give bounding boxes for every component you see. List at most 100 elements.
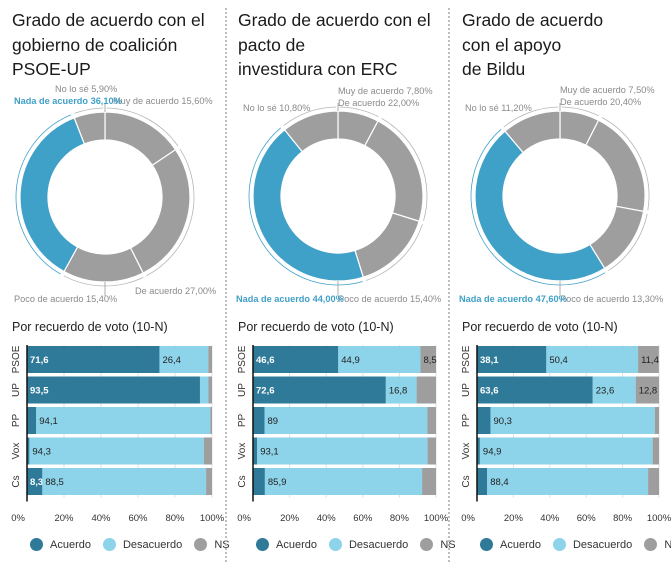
slice-label: Nada de acuerdo 47,60% [459,294,567,304]
legend-swatch [256,538,269,551]
bar-value-label: 8,3 [30,477,43,488]
category-label: UP [237,383,248,397]
bar-chart-subtitle: Por recuerdo de voto (10-N) [462,320,618,334]
legend-item-ns[interactable]: NS [420,538,456,551]
bar-segment-ns[interactable] [208,376,212,404]
bar-segment-acuerdo[interactable] [477,376,593,404]
bar-segment-acuerdo[interactable] [27,346,160,373]
slice-label: De acuerdo 27,00% [135,286,216,296]
bar-segment-desacuerdo[interactable] [159,346,209,373]
chart-title: Grado de acuerdo con el gobierno de coal… [12,10,205,79]
legend-label: NS [440,538,456,551]
legend-item-acuerdo[interactable]: Acuerdo [256,538,317,551]
category-label: Cs [461,475,472,487]
bar-segment-acuerdo[interactable] [253,346,339,373]
bar-segment-ns[interactable] [422,468,436,495]
x-tick-label: 20% [504,513,524,524]
donut-slice-nada-de-acuerdo[interactable] [474,130,606,282]
donut-chart: Muy de acuerdo 7,80% De acuerdo 22,00% Poc… [236,86,441,304]
bar-segment-ns[interactable] [638,346,659,373]
stacked-bar-chart: 0% 20% 40% 60% 80% 100% 71,6 26,4 PSOE 93,5 UP 94,1… [11,345,224,524]
bar-segment-desacuerdo[interactable] [42,468,207,495]
category-label: UP [11,383,22,397]
legend-item-desacuerdo[interactable]: Desacuerdo [552,538,632,551]
bar-value-label: 50,4 [549,355,568,366]
bar-segment-ns[interactable] [420,346,436,373]
bar-segment-desacuerdo[interactable] [264,407,428,434]
donut-slice-de-acuerdo[interactable] [364,120,424,223]
legend-item-acuerdo[interactable]: Acuerdo [480,538,541,551]
bar-segment-acuerdo[interactable] [27,468,43,495]
bar-segment-desacuerdo[interactable] [592,376,636,404]
slice-label: Muy de acuerdo 7,50% [560,85,655,95]
bar-segment-desacuerdo[interactable] [36,407,211,434]
bar-segment-acuerdo[interactable] [253,437,258,465]
bar-segment-desacuerdo[interactable] [338,346,421,373]
bar-segment-ns[interactable] [203,437,212,465]
bar-segment-ns[interactable] [427,407,436,434]
bar-segment-acuerdo[interactable] [27,437,30,465]
bar-segment-acuerdo[interactable] [477,468,488,495]
x-tick-label: 80% [613,513,633,524]
slice-bracket [283,106,337,126]
bar-segment-ns[interactable] [416,376,436,404]
slice-bracket [601,117,650,211]
bar-segment-desacuerdo[interactable] [479,437,653,465]
bar-segment-ns[interactable] [635,376,659,404]
bar-segment-acuerdo[interactable] [27,376,200,404]
bar-segment-ns[interactable] [208,346,212,373]
donut-slice-de-acuerdo[interactable] [129,148,191,274]
donut-slice-nada-de-acuerdo[interactable] [19,116,86,273]
donut-slice-de-acuerdo[interactable] [585,119,646,213]
bar-segment-ns[interactable] [652,437,659,465]
bar-segment-ns[interactable] [210,407,212,434]
bar-segment-desacuerdo[interactable] [257,437,428,465]
donut-slice-poco-de-acuerdo[interactable] [354,212,420,278]
bar-segment-desacuerdo[interactable] [385,376,417,404]
legend-label: NS [664,538,671,551]
bar-segment-acuerdo[interactable] [477,437,480,465]
donut-slice-no-lo-se[interactable] [73,111,106,145]
bar-segment-desacuerdo[interactable] [487,468,649,495]
slice-bracket [503,106,559,128]
category-label: PP [461,414,472,428]
category-label: PSOE [237,345,248,373]
donut-slice-nada-de-acuerdo[interactable] [252,128,365,282]
bar-segment-desacuerdo[interactable] [546,346,639,373]
donut-slice-no-lo-se[interactable] [504,110,561,154]
legend-item-desacuerdo[interactable]: Desacuerdo [328,538,408,551]
bar-segment-acuerdo[interactable] [27,407,37,434]
x-tick-label: 40% [540,513,560,524]
bar-segment-acuerdo[interactable] [477,346,547,373]
legend-swatch [194,538,208,551]
category-label: UP [461,383,472,397]
bar-segment-acuerdo[interactable] [253,407,265,434]
bar-segment-acuerdo[interactable] [253,376,386,404]
bar-value-label: 89 [268,416,279,427]
slice-bracket [248,127,363,286]
bar-segment-ns[interactable] [648,468,659,495]
bar-segment-desacuerdo[interactable] [490,407,655,434]
bar-segment-desacuerdo[interactable] [199,376,209,404]
bar-segment-ns[interactable] [206,468,212,495]
bar-segment-ns[interactable] [654,407,659,434]
bar-segment-desacuerdo[interactable] [29,437,204,465]
slice-bracket [366,224,423,281]
bar-segment-acuerdo[interactable] [477,407,491,434]
bar-segment-ns[interactable] [427,437,436,465]
slice-bracket [470,129,606,286]
panel-divider [225,8,227,562]
donut-slice-no-lo-se[interactable] [283,110,339,153]
category-label: PSOE [461,345,472,373]
bar-value-label: 93,1 [260,447,279,458]
bar-segment-acuerdo[interactable] [253,468,265,495]
legend-item-ns[interactable]: NS [644,538,671,551]
bar-chart-subtitle: Por recuerdo de voto (10-N) [12,320,168,334]
legend-swatch [420,538,434,551]
legend-item-desacuerdo[interactable]: Desacuerdo [102,538,182,551]
bar-segment-desacuerdo[interactable] [264,468,423,495]
bar-value-label: 44,9 [341,355,360,366]
legend-item-acuerdo[interactable]: Acuerdo [30,538,91,551]
donut-slice-poco-de-acuerdo[interactable] [63,246,144,283]
slice-bracket [339,106,379,118]
